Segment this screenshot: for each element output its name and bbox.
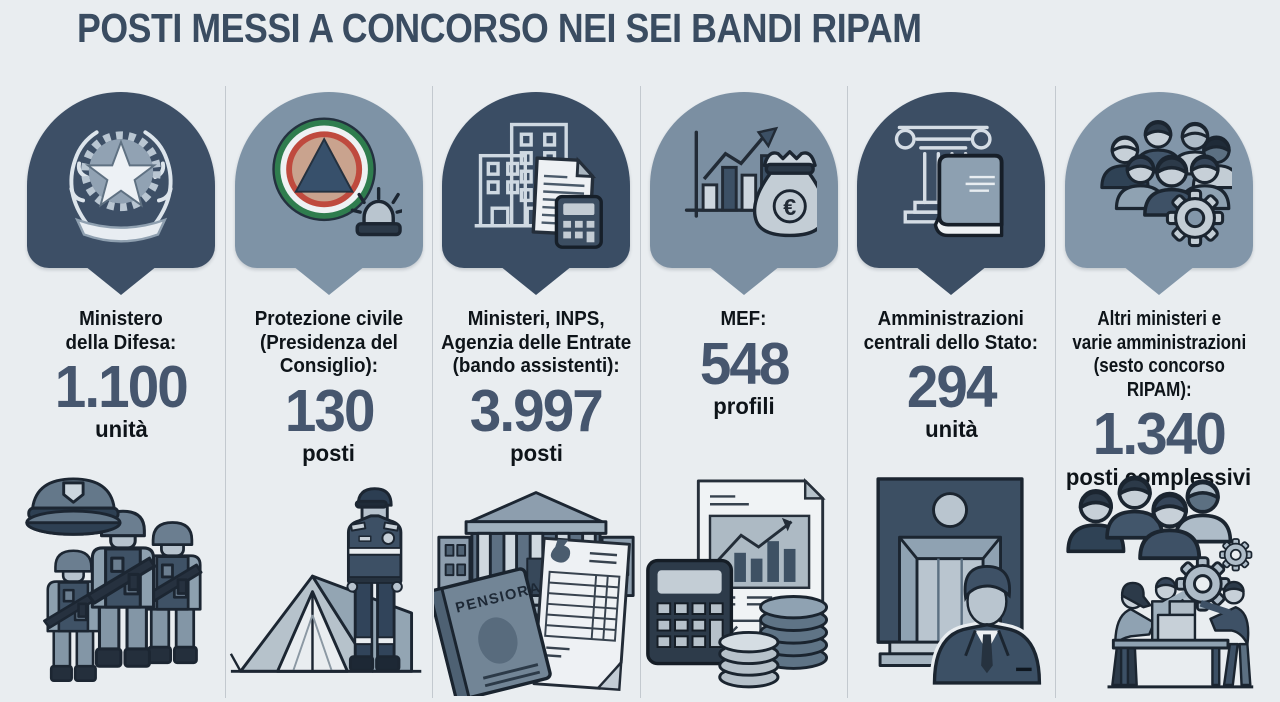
column-altri-ministeri: Altri ministeri e varie amministrazioni … bbox=[1056, 86, 1263, 698]
badge-mef: € bbox=[649, 92, 838, 268]
military-cap-icon bbox=[25, 477, 122, 536]
column-unit: posti bbox=[509, 439, 563, 466]
column-label: Amministrazioni centrali dello Stato: bbox=[864, 308, 1039, 354]
badge-altri-ministeri bbox=[1064, 92, 1253, 268]
calculator-icon bbox=[554, 194, 604, 249]
volunteer-icon bbox=[346, 487, 403, 672]
column-value: 130 bbox=[284, 377, 375, 444]
column-unit: profili bbox=[713, 392, 775, 419]
column-label: Altri ministeri e varie amministrazioni … bbox=[1071, 308, 1246, 401]
badge-protezione-civile bbox=[234, 92, 423, 268]
column-unit: unità bbox=[94, 416, 148, 443]
growth-chart-money-bag-icon: € bbox=[684, 126, 817, 238]
badge-ministero-difesa bbox=[27, 92, 216, 268]
calculator-icon bbox=[645, 558, 733, 666]
book-icon bbox=[933, 153, 1004, 238]
column-value: 548 bbox=[699, 330, 790, 397]
civil-protection-logo-siren-icon bbox=[272, 117, 402, 237]
official-person-icon bbox=[929, 564, 1045, 688]
column-mef: € MEF: 548 profili bbox=[641, 86, 848, 698]
column-unit: posti complessivi bbox=[1066, 463, 1252, 490]
tax-form-icon bbox=[532, 536, 632, 691]
money-bag-icon bbox=[752, 150, 817, 238]
column-label: MEF: bbox=[720, 308, 767, 330]
column-value: 3.997 bbox=[470, 377, 604, 444]
monumental-portal-and-official-illustration bbox=[848, 462, 1055, 696]
column-ministeri-inps-entrate: Ministeri, INPS, Agenzia delle Entrate (… bbox=[433, 86, 641, 698]
government-building-pension-booklet-form-illustration: PENSIORA bbox=[433, 462, 640, 696]
column-value: 294 bbox=[906, 354, 998, 421]
badge-amministrazioni-centrali bbox=[857, 92, 1046, 268]
column-value: 1.340 bbox=[1092, 401, 1227, 468]
siren-icon bbox=[350, 187, 402, 237]
column-unit: posti bbox=[302, 439, 356, 466]
columns-row: Ministero della Difesa: 1.100 unità bbox=[18, 86, 1262, 698]
people-group-gear-icon bbox=[1100, 119, 1232, 248]
people-teamwork-gears-illustration bbox=[1056, 462, 1263, 696]
euro-symbol: € bbox=[783, 194, 796, 220]
badge-ministeri-inps-entrate bbox=[442, 92, 631, 268]
column-label: Ministeri, INPS, Agenzia delle Entrate (… bbox=[441, 308, 632, 378]
military-cap-and-soldiers-illustration bbox=[18, 462, 225, 696]
column-unit: unità bbox=[924, 416, 978, 443]
coin-stack-icon bbox=[718, 595, 828, 689]
pension-booklet-icon: PENSIORA bbox=[434, 567, 553, 696]
emergency-tent-and-volunteer-illustration bbox=[226, 462, 433, 696]
page-title: POSTI MESSI A CONCORSO NEI SEI BANDI RIP… bbox=[77, 5, 922, 51]
financial-report-calculator-coins-illustration: $ bbox=[641, 462, 848, 696]
column-label: Ministero della Difesa: bbox=[65, 308, 177, 354]
classical-column-book-icon bbox=[895, 125, 1004, 238]
column-ministero-difesa: Ministero della Difesa: 1.100 unità bbox=[18, 86, 226, 698]
column-amministrazioni-centrali: Amministrazioni centrali dello Stato: 29… bbox=[848, 86, 1056, 698]
column-protezione-civile: Protezione civile (Presidenza del Consig… bbox=[226, 86, 433, 698]
teamwork-scene bbox=[1107, 538, 1253, 689]
italy-republic-emblem-icon bbox=[69, 130, 173, 243]
buildings-document-calculator-icon bbox=[474, 122, 604, 249]
column-value: 1.100 bbox=[55, 354, 189, 421]
column-label: Protezione civile (Presidenza del Consig… bbox=[254, 308, 403, 378]
